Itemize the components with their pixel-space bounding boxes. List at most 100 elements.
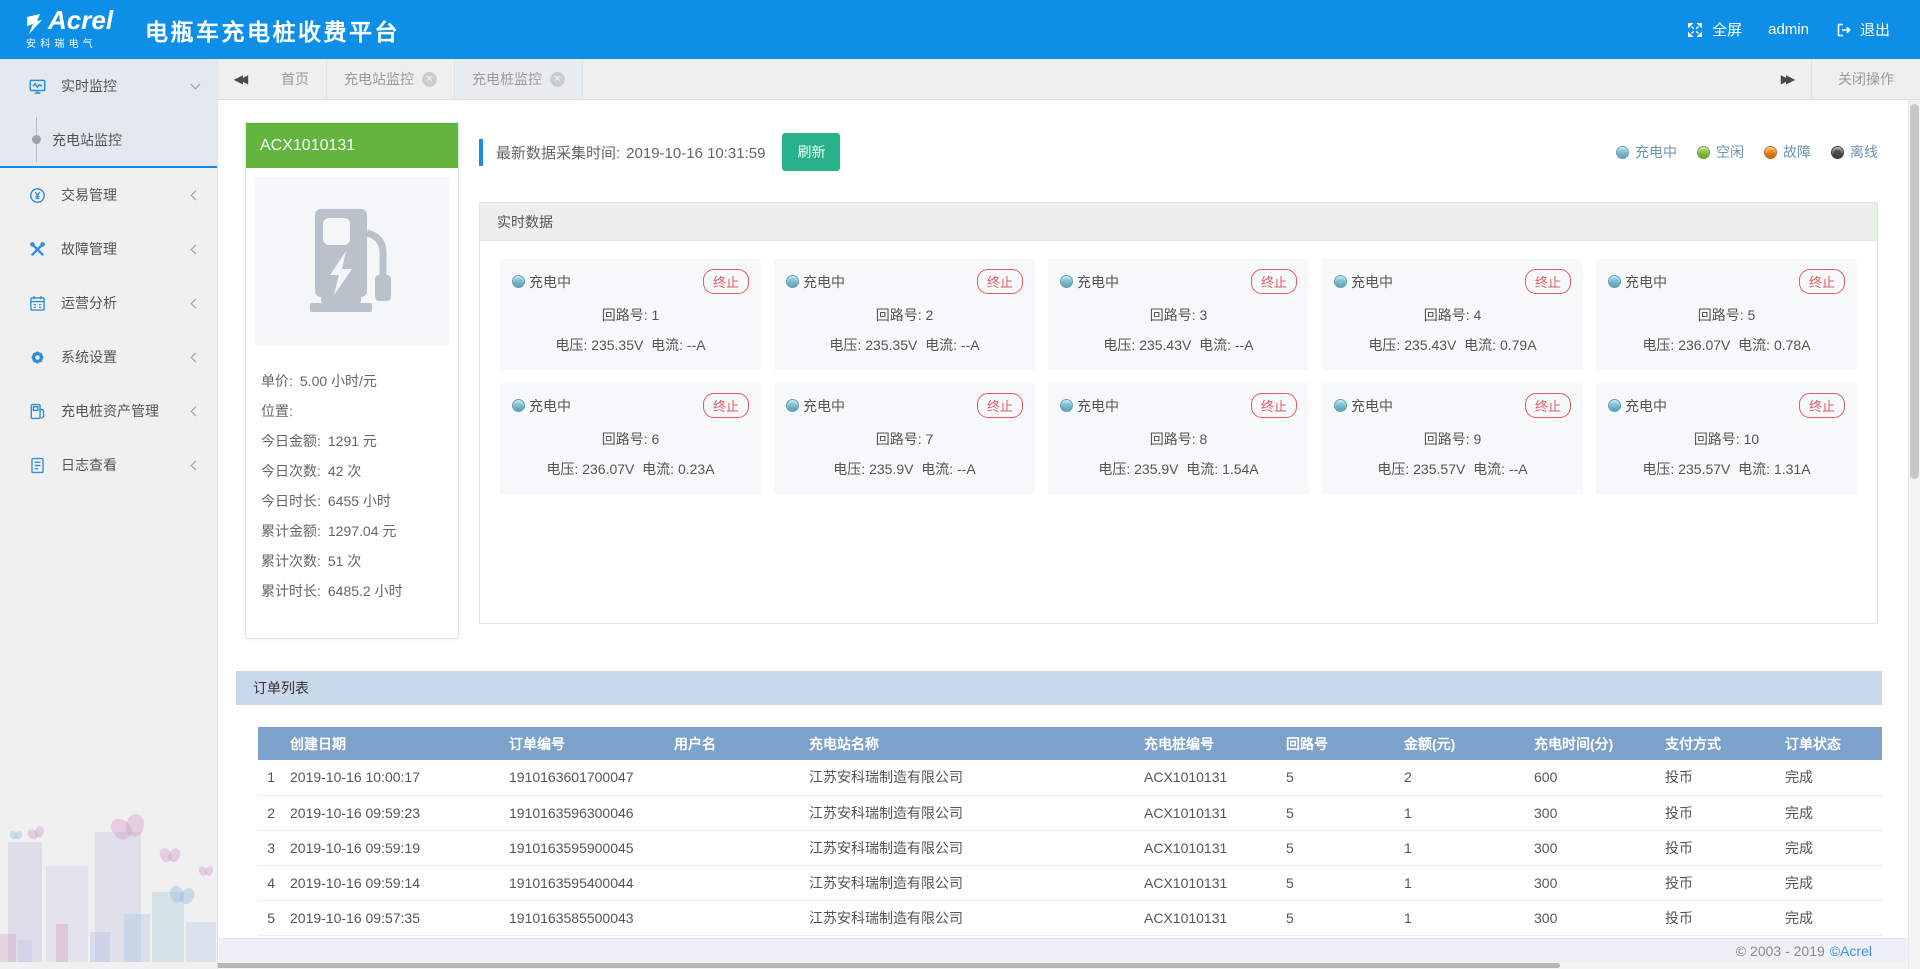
col-username: 用户名 [668,727,803,760]
terminate-button[interactable]: 终止 [1524,269,1571,294]
amount: 1 [1398,830,1528,866]
sidebar-item-station-monitor[interactable]: 充电站监控 [0,113,217,166]
sidebar-item-transaction[interactable]: 交易管理 [0,168,217,222]
orders-table: 创建日期 订单编号 用户名 充电站名称 充电桩编号 回路号 金额(元) 充电时间… [258,727,1882,936]
stat-today-amount: 今日金额: 1291 元 [261,433,377,449]
row-index: 3 [258,830,284,866]
station-name: 江苏安科瑞制造有限公司 [803,760,1138,796]
refresh-button[interactable]: 刷新 [782,133,841,171]
realtime-monitor-icon [29,78,47,95]
pile-photo-box [255,177,449,345]
circuit-number: 回路号: 2 [875,307,934,323]
offline-status-icon [1831,145,1844,159]
horizontal-scrollbar-thumb[interactable] [0,963,1560,968]
sidebar-item-asset[interactable]: 充电桩资产管理 [0,384,217,438]
order-status: 完成 [1779,830,1882,866]
sidebar-item-label: 充电桩资产管理 [61,403,159,419]
terminate-button[interactable]: 终止 [1798,393,1845,418]
circuit-no: 5 [1280,900,1398,936]
sidebar-item-settings[interactable]: 系统设置 [0,330,217,384]
tab-close-icon[interactable]: × [550,71,565,87]
butterfly-icon [110,812,147,842]
fullscreen-icon [1687,21,1705,38]
terminate-button[interactable]: 终止 [702,393,749,418]
station-name: 江苏安科瑞制造有限公司 [803,865,1138,901]
terminate-button[interactable]: 终止 [1524,393,1571,418]
username [668,795,803,831]
sidebar-item-fault[interactable]: 故障管理 [0,222,217,276]
sidebar-item-realtime-monitor[interactable]: 实时监控 [0,59,217,113]
acrel-link[interactable]: ©Acrel [1829,942,1872,959]
tab-station-monitor[interactable]: 充电站监控 × [327,59,455,99]
close-operations-button[interactable]: 关闭操作 [1811,59,1920,99]
circuit-number: 回路号: 6 [601,431,660,447]
tab-close-icon[interactable]: × [422,71,437,87]
circuit-measurements: 电压: 236.07V 电流: 0.78A [1642,337,1811,353]
page-title: 电瓶车充电桩收费平台 [145,18,401,45]
station-name: 江苏安科瑞制造有限公司 [803,900,1138,936]
user-menu[interactable]: admin [1768,21,1809,38]
pile-no: ACX1010131 [1138,830,1280,866]
pile-stats: 单价: 5.00 小时/元 位置: 今日金额: 1291 元 今日次数: 42 次 今… [246,354,458,606]
chevron-left-icon [190,244,201,254]
col-amount: 金额(元) [1398,727,1528,760]
charging-status-icon [512,399,525,412]
accent-rule [479,138,483,166]
terminate-button[interactable]: 终止 [1798,269,1845,294]
circuit-status: 充电中 [1351,273,1393,290]
tabs-scroll-left-button[interactable]: ◀◀ [233,72,248,86]
charging-status-icon [1608,275,1621,288]
stat-total-amount: 累计金额: 1297.04 元 [261,523,397,539]
vertical-scrollbar-thumb[interactable] [1910,104,1919,479]
charge-time: 300 [1528,795,1659,831]
charging-status-icon [1060,275,1073,288]
charge-time: 300 [1528,865,1659,901]
order-row: 5 2019-10-16 09:57:35 1910163585500043 江… [258,900,1882,936]
sidebar-group-realtime: 实时监控 充电站监控 [0,59,217,168]
sidebar-item-analysis[interactable]: 运营分析 [0,276,217,330]
circuit-status: 充电中 [1351,397,1393,414]
latest-collect-time: 最新数据采集时间: 2019-10-16 10:31:59 [496,144,766,162]
stat-location: 位置: [261,403,293,419]
col-order-no: 订单编号 [503,727,668,760]
order-no: 1910163595400044 [503,865,668,901]
logo-subtext: 安科瑞电气 [26,38,97,50]
circuit-status: 充电中 [1625,397,1667,414]
circuit-number: 回路号: 9 [1423,431,1482,447]
orders-section: 订单列表 创建日期 订单编号 用户名 充电站名称 充电桩编号 回路号 金额(元) [236,671,1882,936]
pile-no: ACX1010131 [1138,900,1280,936]
circuit-number: 回路号: 4 [1423,307,1482,323]
tab-home[interactable]: 首页 [264,59,327,99]
monitor-toolbar: 最新数据采集时间: 2019-10-16 10:31:59 刷新 充电中 空闲 故… [479,130,1878,174]
col-pay-method: 支付方式 [1659,727,1779,760]
circuit-card-8: 充电中 终止 回路号: 8 电压: 235.9V 电流: 1.54A [1048,383,1309,494]
vertical-scrollbar[interactable] [1908,59,1920,969]
terminate-button[interactable]: 终止 [1250,393,1297,418]
order-row: 1 2019-10-16 10:00:17 1910163601700047 江… [258,760,1882,796]
amount: 2 [1398,760,1528,796]
circuit-card-9: 充电中 终止 回路号: 9 电压: 235.57V 电流: --A [1322,383,1583,494]
terminate-button[interactable]: 终止 [976,393,1023,418]
log-icon [29,457,47,474]
pile-no: ACX1010131 [1138,760,1280,796]
terminate-button[interactable]: 终止 [702,269,749,294]
pile-summary-card: ACX1010131 单价: 5.00 小时/元 位置: 今日金额: 1291 元 … [245,122,459,639]
charging-status-icon [512,275,525,288]
terminate-button[interactable]: 终止 [976,269,1023,294]
circuit-number: 回路号: 7 [875,431,934,447]
circuit-measurements: 电压: 235.57V 电流: 1.31A [1642,461,1811,477]
logout-icon [1835,21,1853,38]
logout-button[interactable]: 退出 [1835,19,1890,40]
fullscreen-button[interactable]: 全屏 [1687,19,1742,40]
sidebar-item-label: 运营分析 [61,295,117,311]
horizontal-scrollbar[interactable] [0,962,1908,969]
sidebar-item-log[interactable]: 日志查看 [0,438,217,492]
circuit-measurements: 电压: 235.43V 电流: 0.79A [1368,337,1537,353]
tab-pile-monitor[interactable]: 充电桩监控 × [455,59,583,99]
settings-gear-icon [29,349,47,366]
tabs-scroll-right-button[interactable]: ▶▶ [1780,72,1795,86]
circuit-measurements: 电压: 235.57V 电流: --A [1377,461,1528,477]
terminate-button[interactable]: 终止 [1250,269,1297,294]
circuit-measurements: 电压: 235.35V 电流: --A [829,337,980,353]
circuit-no: 5 [1280,760,1398,796]
